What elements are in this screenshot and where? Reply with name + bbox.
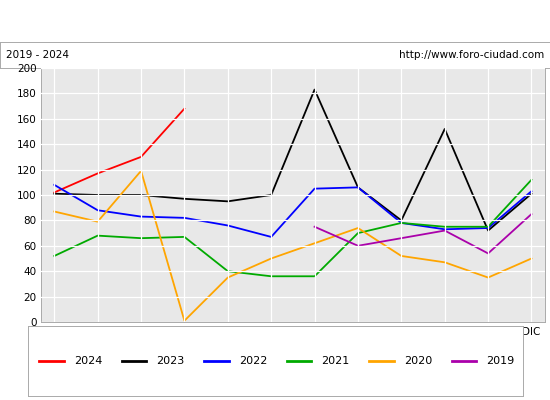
Text: 2023: 2023 [156, 356, 184, 366]
Text: Evolucion Nº Turistas Extranjeros en el municipio de Torrenueva: Evolucion Nº Turistas Extranjeros en el … [10, 14, 540, 28]
Text: 2021: 2021 [321, 356, 349, 366]
Text: 2019: 2019 [486, 356, 514, 366]
Text: 2022: 2022 [239, 356, 267, 366]
Text: 2019 - 2024: 2019 - 2024 [6, 50, 69, 60]
Text: http://www.foro-ciudad.com: http://www.foro-ciudad.com [399, 50, 544, 60]
Text: 2024: 2024 [74, 356, 102, 366]
Text: 2020: 2020 [404, 356, 432, 366]
